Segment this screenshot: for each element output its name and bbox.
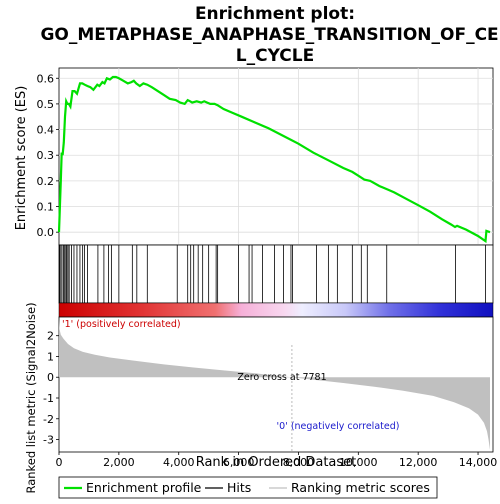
x-axis-label: Rank in Ordered Dataset (196, 455, 357, 470)
rank-colorbar (58, 302, 494, 318)
metric-y-tick-label: -3 (43, 434, 54, 447)
metric-y-tick-label: -1 (43, 392, 54, 405)
legend-hits-label: Hits (227, 480, 251, 495)
metric-y-tick-label: 2 (47, 330, 54, 343)
metric-x-ticks: 0 2,000 4,000 6,000 8,000 10,000 12,000 14,000 (56, 452, 498, 469)
metric-y-axis-label: Ranked list metric (Signal2Noise) (24, 302, 38, 493)
es-grid (59, 68, 493, 245)
metric-y-tick-label: 1 (47, 350, 54, 363)
hit-marks (59, 245, 486, 303)
x-tick-label: 0 (56, 456, 63, 469)
es-y-tick-label: 0.6 (37, 72, 55, 85)
x-tick-label: 6,000 (223, 456, 255, 469)
metric-y-ticks: -3 -2 -1 0 1 2 (43, 330, 59, 447)
title-line-3: L_CYCLE (236, 46, 314, 66)
es-y-tick-label: 0.1 (37, 201, 55, 214)
metric-y-tick-label: 0 (47, 371, 54, 384)
enrichment-profile-line (57, 75, 491, 244)
x-tick-label: 4,000 (163, 456, 195, 469)
zero-cross-label: Zero cross at 7781 (237, 372, 326, 383)
hits-plot-area (58, 244, 494, 304)
es-y-tick-label: 0.0 (37, 226, 55, 239)
es-y-ticks: 0.0 0.1 0.2 0.3 0.4 0.5 0.6 (37, 72, 59, 239)
x-tick-label: 14,000 (459, 456, 498, 469)
es-y-tick-label: 0.5 (37, 98, 55, 111)
es-plot-area (58, 67, 494, 246)
legend-box (58, 476, 438, 499)
es-panel: 0.0 0.1 0.2 0.3 0.4 0.5 0.6 Enrichment score (… (14, 67, 494, 246)
colorbar-gradient (58, 302, 494, 318)
legend: Enrichment profile Hits Ranking metric s… (58, 476, 438, 499)
x-tick-label: 8,000 (283, 456, 315, 469)
legend-es-label: Enrichment profile (86, 480, 202, 495)
legend-metric-label: Ranking metric scores (291, 480, 430, 495)
x-tick-label: 12,000 (399, 456, 438, 469)
hits-panel (58, 244, 494, 304)
ranking-metric-area (59, 319, 490, 450)
es-y-axis-label: Enrichment score (ES) (14, 86, 29, 231)
x-tick-label: 10,000 (339, 456, 378, 469)
title-line-2: GO_METAPHASE_ANAPHASE_TRANSITION_OF_CEL (40, 25, 500, 45)
x-tick-label: 2,000 (103, 456, 135, 469)
negative-correlation-label: '0' (negatively correlated) (277, 421, 400, 432)
positive-correlation-label: '1' (positively correlated) (62, 319, 181, 330)
es-y-tick-label: 0.3 (37, 149, 55, 162)
title-line-1: Enrichment plot: (195, 4, 355, 24)
metric-y-tick-label: -2 (43, 413, 54, 426)
es-y-tick-label: 0.2 (37, 175, 55, 188)
metric-panel: -3 -2 -1 0 1 2 0 2,000 4,000 6,000 8,000 10,000 12,… (24, 302, 497, 493)
es-y-tick-label: 0.4 (37, 124, 55, 137)
